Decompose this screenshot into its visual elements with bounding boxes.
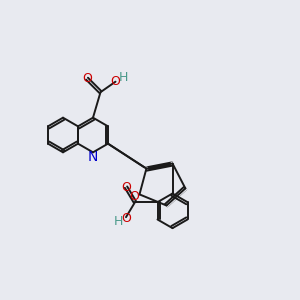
Text: H: H <box>119 71 129 84</box>
Text: O: O <box>129 190 139 203</box>
Text: O: O <box>121 181 131 194</box>
Text: O: O <box>111 75 120 88</box>
Text: N: N <box>88 150 98 164</box>
Text: O: O <box>121 212 131 225</box>
Text: O: O <box>82 72 92 85</box>
Text: H: H <box>114 215 123 228</box>
